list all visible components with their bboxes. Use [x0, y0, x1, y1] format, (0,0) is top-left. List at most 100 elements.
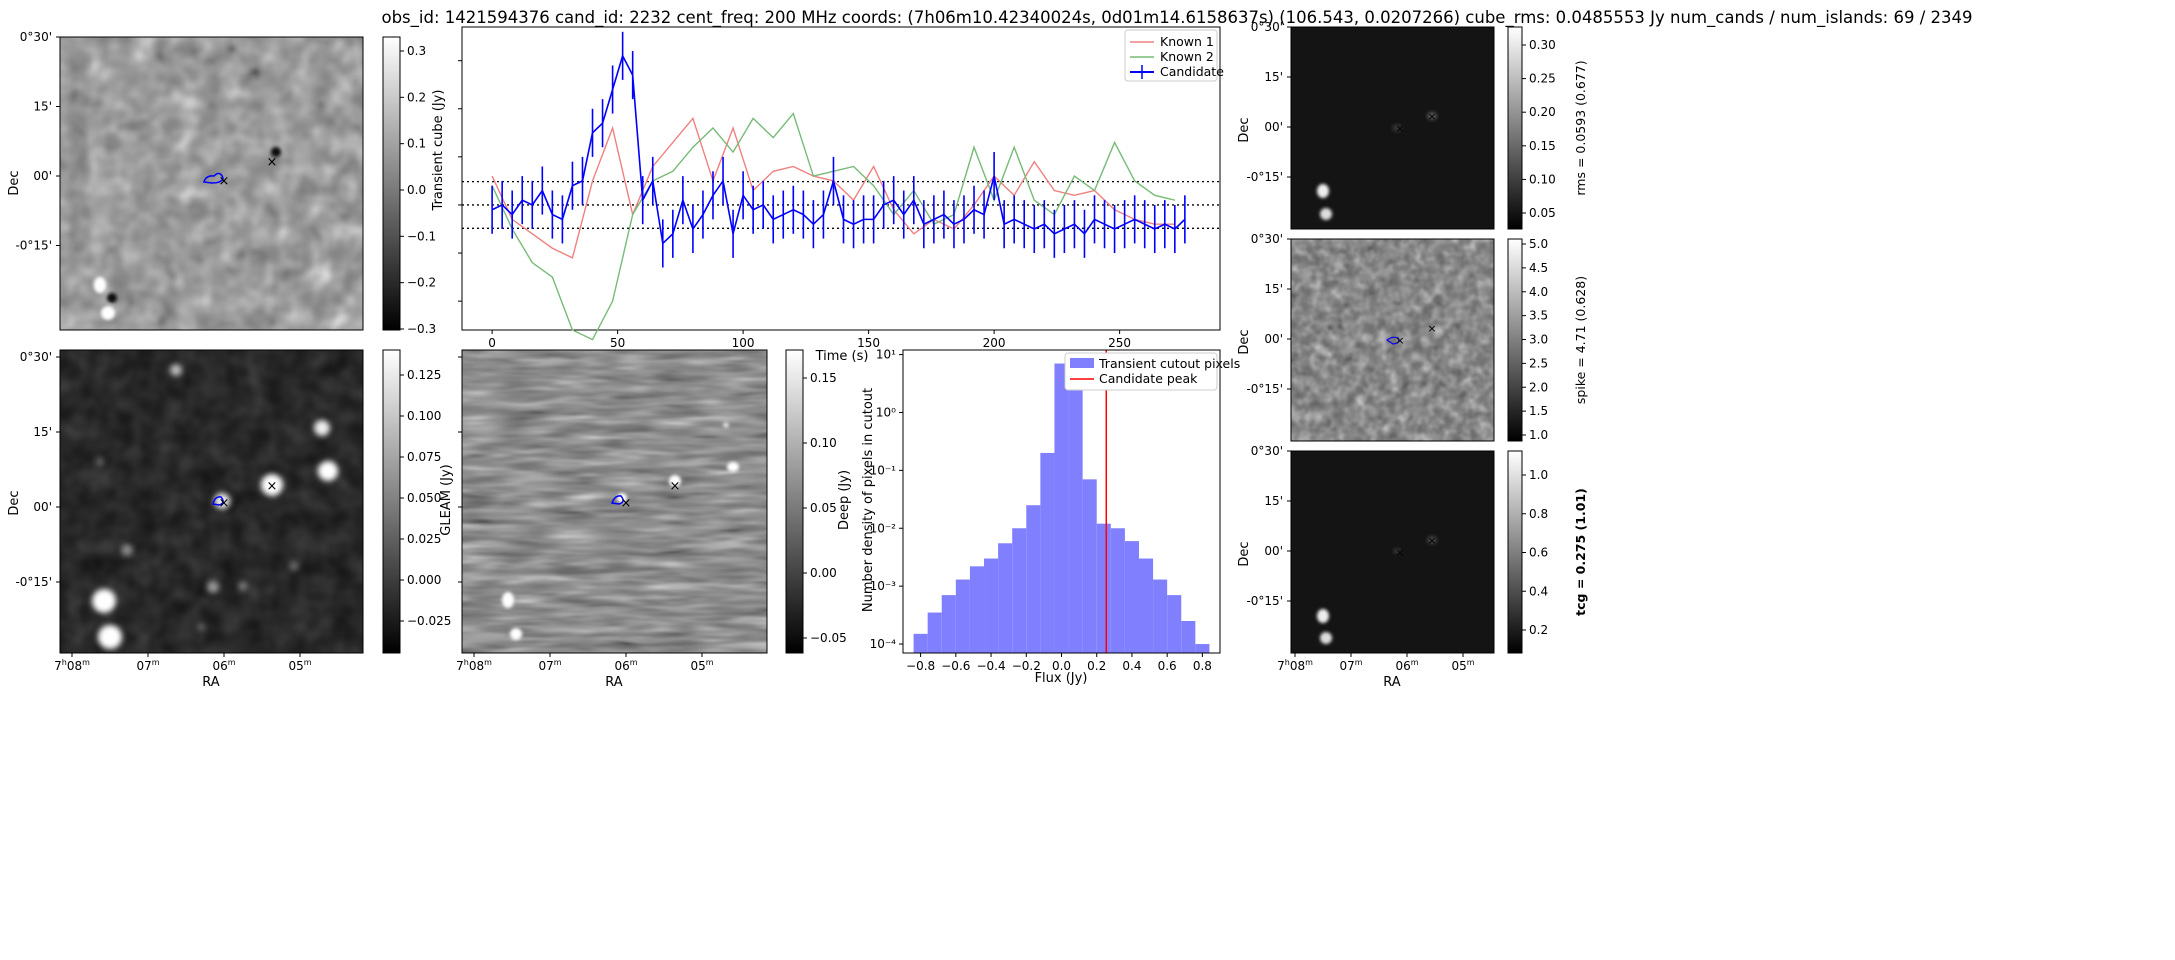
lightcurve-xtick-label: 200	[983, 336, 1006, 350]
histogram-bar	[1096, 523, 1111, 653]
colorbar-tick-label: 0.4	[1529, 584, 1548, 598]
colorbar-tick-label: 0.100	[407, 409, 441, 423]
colorbar-tick-label: 0.15	[810, 371, 837, 385]
histogram-xtick-label: −0.8	[906, 659, 935, 673]
colorbar-tick-label: 1.0	[1529, 428, 1548, 442]
tcg-candidate-marker-icon: ×	[1395, 546, 1404, 559]
dec-tick-label: -0°15'	[1246, 382, 1283, 396]
rms-known-marker-icon: ×	[1427, 110, 1436, 123]
histogram-bar	[927, 612, 942, 653]
histogram-bar	[955, 579, 970, 653]
lightcurve-xticks: 0 50 100 150 200 250	[488, 330, 1131, 350]
colorbar-tick-label: 5.0	[1529, 237, 1548, 251]
deep-known-marker-icon: ×	[267, 479, 278, 494]
rms-colorbar-gradient	[1507, 26, 1523, 230]
colorbar-tick-label: −0.025	[407, 614, 451, 628]
lightcurve-series	[491, 31, 1186, 341]
dec-tick-label: 0°30'	[1251, 20, 1283, 34]
transient-image-panel: × × 0°30' 15' 00' -0°15' Dec	[7, 30, 364, 331]
deep-dec-label: Dec	[7, 490, 22, 515]
histogram-bar	[1082, 479, 1097, 653]
spike-image-frame	[1290, 238, 1495, 442]
lightcurve-xlabel: Time (s)	[815, 349, 869, 364]
histogram-xtick-label: −0.6	[941, 659, 970, 673]
dec-tick-label: 15'	[33, 100, 52, 114]
legend-peak-label: Candidate peak	[1099, 371, 1198, 386]
colorbar-tick-label: 0.6	[1529, 546, 1548, 560]
deep-colorbar-gradient	[382, 349, 401, 654]
lightcurve-xtick-label: 0	[488, 336, 496, 350]
colorbar-tick-label: 0.125	[407, 368, 441, 382]
lightcurve-xtick-label: 50	[610, 336, 625, 350]
gleam-image-panel: × × 7h08m 07m 06m 05m RA GLEAM (Jy) 0.15 0.1…	[439, 349, 852, 690]
colorbar-tick-label: 0.3	[407, 44, 426, 58]
histogram-legend: Transient cutout pixels Candidate peak	[1064, 352, 1240, 391]
spike-colorbar-label: spike = 4.71 (0.628)	[1573, 276, 1588, 404]
tcg-colorbar-label: tcg = 0.275 (1.01)	[1573, 488, 1588, 616]
lightcurve-xtick-label: 150	[857, 336, 880, 350]
lightcurve-legend: Known 1 Known 2 Candidate	[1124, 29, 1224, 82]
histogram-bar	[1124, 541, 1139, 653]
histogram-bar	[1068, 372, 1083, 653]
ra-tick-label: 7h08m	[1277, 658, 1313, 673]
colorbar-tick-label: 0.050	[407, 491, 441, 505]
dec-tick-label: 00'	[33, 169, 52, 183]
histogram-xtick-label: 0.2	[1087, 659, 1106, 673]
legend-candidate-label: Candidate	[1160, 64, 1224, 79]
histogram-legend-box	[1064, 352, 1218, 391]
colorbar-tick-label: 0.2	[407, 90, 426, 104]
tcg-dec-label: Dec	[1237, 541, 1252, 566]
lightcurve-axes-frame	[461, 26, 1221, 331]
gleam-colorbar-gradient	[785, 349, 804, 654]
dec-tick-label: 0°30'	[20, 350, 52, 364]
gleam-colorbar-label: GLEAM (Jy)	[439, 464, 454, 535]
tcg-colorbar-gradient	[1507, 450, 1523, 654]
known-source-marker-icon: ×	[267, 155, 278, 170]
ra-tick-label: 07m	[538, 658, 561, 673]
figure-header: obs_id: 1421594376 cand_id: 2232 cent_fr…	[381, 8, 1972, 28]
colorbar-tick-label: −0.3	[407, 322, 436, 336]
colorbar-tick-label: −0.2	[407, 276, 436, 290]
dec-tick-label: -0°15'	[15, 239, 52, 253]
spike-candidate-marker-icon: ×	[1395, 334, 1404, 347]
colorbar-tick-label: 3.5	[1529, 309, 1548, 323]
histogram-ytick-label: 10⁻⁴	[870, 637, 897, 651]
histogram-xtick-label: 0.6	[1158, 659, 1177, 673]
dec-tick-label: 15'	[1264, 494, 1283, 508]
colorbar-tick-label: −0.1	[407, 229, 436, 243]
deep-colorbar-label: Deep (Jy)	[837, 470, 852, 530]
lightcurve-chart: 0 50 100 150 200 250 Time (s) Known 1 Known 2…	[458, 26, 1224, 364]
rms-image-frame	[1290, 26, 1495, 230]
histogram-xtick-label: 0.0	[1052, 659, 1071, 673]
deep-image-frame	[59, 349, 364, 654]
colorbar-tick-label: 0.25	[1529, 72, 1556, 86]
dec-tick-label: 15'	[1264, 282, 1283, 296]
ra-tick-label: 05m	[690, 658, 713, 673]
gleam-ra-label: RA	[605, 675, 623, 690]
histogram-ytick-label: 10¹	[876, 348, 896, 362]
legend-known2-label: Known 2	[1160, 49, 1214, 64]
dec-axis-label: Dec	[7, 170, 22, 195]
dec-tick-label: 0°30'	[1251, 444, 1283, 458]
histogram-ytick-label: 10⁻³	[870, 579, 897, 593]
transient-image-frame	[59, 36, 364, 331]
gleam-candidate-marker-icon: ×	[621, 496, 632, 511]
colorbar-tick-label: 0.1	[407, 137, 426, 151]
transient-colorbar: 0.3 0.2 0.1 0.0 −0.1 −0.2 −0.3 Transient cube …	[382, 36, 446, 336]
colorbar-tick-label: 4.0	[1529, 285, 1548, 299]
tcg-ra-label: RA	[1383, 675, 1401, 690]
colorbar-tick-label: 0.05	[810, 501, 837, 515]
colorbar-tick-label: 4.5	[1529, 261, 1548, 275]
histogram-bar	[1153, 579, 1168, 653]
dec-tick-label: 0°30'	[20, 30, 52, 44]
colorbar-tick-label: 0.0	[407, 183, 426, 197]
dec-tick-label: 00'	[1264, 120, 1283, 134]
histogram-xtick-label: 0.4	[1122, 659, 1141, 673]
colorbar-tick-label: 3.0	[1529, 333, 1548, 347]
histogram-xtick-label: 0.8	[1193, 659, 1212, 673]
histogram-bars	[913, 363, 1210, 653]
spike-dec-label: Dec	[1237, 329, 1252, 354]
transient-colorbar-label: Transient cube (Jy)	[431, 90, 446, 212]
histogram-xlabel: Flux (Jy)	[1035, 671, 1088, 686]
histogram-bar	[1026, 505, 1041, 653]
